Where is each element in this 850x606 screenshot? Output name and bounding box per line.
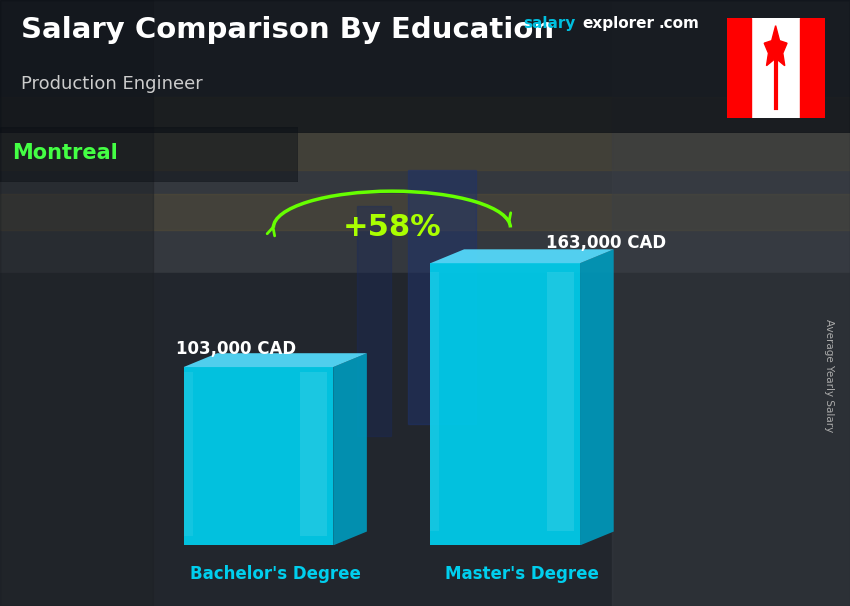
Bar [0,194,850,230]
Bar [0,0,153,606]
Bar [0,97,850,170]
Bar [357,206,391,436]
Text: salary: salary [523,16,575,31]
Text: .com: .com [659,16,700,31]
Text: 163,000 CAD: 163,000 CAD [547,235,666,252]
Polygon shape [547,271,574,531]
Bar [0,273,850,606]
Polygon shape [764,25,787,65]
Polygon shape [184,353,367,367]
Polygon shape [430,271,439,531]
Bar [727,18,751,118]
Bar [612,0,850,606]
Text: Bachelor's Degree: Bachelor's Degree [190,565,360,584]
Bar [800,18,824,118]
Bar [408,170,476,424]
Polygon shape [430,249,614,263]
Polygon shape [333,353,367,545]
Text: Average Yearly Salary: Average Yearly Salary [824,319,834,432]
Text: explorer: explorer [582,16,654,31]
Polygon shape [430,263,580,545]
Text: Production Engineer: Production Engineer [21,75,203,93]
Polygon shape [300,373,327,536]
Text: Montreal: Montreal [12,144,117,164]
Polygon shape [184,367,333,545]
Polygon shape [184,373,193,536]
Text: +58%: +58% [343,213,441,242]
Text: Master's Degree: Master's Degree [445,565,599,584]
Bar [0,0,850,273]
Polygon shape [580,249,614,545]
Text: 103,000 CAD: 103,000 CAD [176,340,297,358]
Text: Salary Comparison By Education: Salary Comparison By Education [21,16,554,44]
